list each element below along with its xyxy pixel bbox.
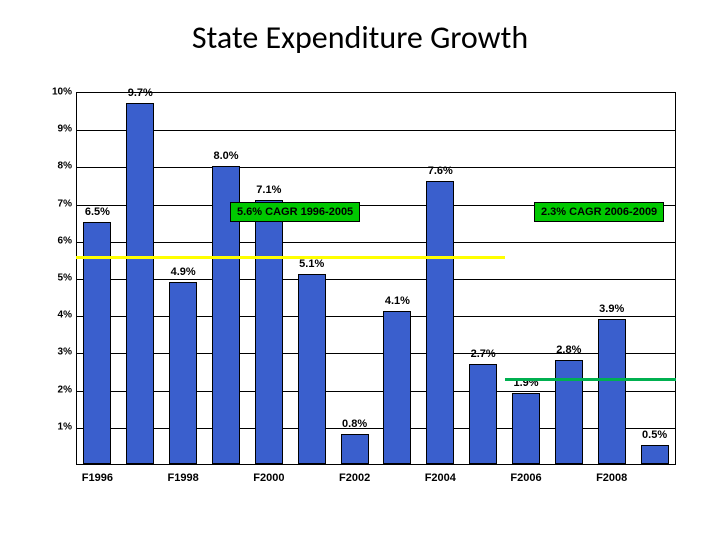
- bar: [341, 434, 369, 464]
- bar: [469, 364, 497, 464]
- bar: [512, 393, 540, 464]
- reference-line: [505, 378, 676, 381]
- reference-line: [76, 256, 505, 259]
- y-axis-label: 9%: [48, 124, 72, 135]
- bar: [255, 200, 283, 464]
- y-axis-label: 10%: [48, 87, 72, 98]
- bar-value-label: 0.5%: [642, 429, 667, 441]
- bar-value-label: 7.6%: [428, 165, 453, 177]
- y-axis-label: 5%: [48, 273, 72, 284]
- bar-value-label: 2.8%: [556, 344, 581, 356]
- bar: [383, 311, 411, 464]
- bar: [169, 282, 197, 464]
- x-axis-label: F1998: [167, 472, 198, 484]
- bar: [555, 360, 583, 464]
- y-axis-label: 2%: [48, 384, 72, 395]
- bar-chart: 10% 9% 8% 7% 6% 5% 4% 3% 2% 1% 6.5%9.7%4…: [48, 92, 678, 500]
- bar: [298, 274, 326, 464]
- cagr-annotation: 5.6% CAGR 1996-2005: [230, 202, 360, 222]
- bar-value-label: 5.1%: [299, 258, 324, 270]
- bar-value-label: 6.5%: [85, 206, 110, 218]
- bar-value-label: 4.1%: [385, 295, 410, 307]
- y-axis-label: 6%: [48, 235, 72, 246]
- bar-value-label: 0.8%: [342, 418, 367, 430]
- x-axis-label: F2008: [596, 472, 627, 484]
- bar-value-label: 3.9%: [599, 303, 624, 315]
- x-axis-label: F2004: [425, 472, 456, 484]
- x-axis-label: F2000: [253, 472, 284, 484]
- bar-value-label: 4.9%: [171, 266, 196, 278]
- bar-value-label: 7.1%: [256, 184, 281, 196]
- chart-title: State Expenditure Growth: [0, 18, 720, 57]
- bar-value-label: 9.7%: [128, 87, 153, 99]
- y-axis-label: 3%: [48, 347, 72, 358]
- bar: [598, 319, 626, 464]
- y-axis-label: 4%: [48, 310, 72, 321]
- bars-container: 6.5%9.7%4.9%8.0%7.1%5.1%0.8%4.1%7.6%2.7%…: [76, 92, 676, 464]
- bar: [426, 181, 454, 464]
- x-axis: [76, 464, 676, 465]
- slide: State Expenditure Growth 10% 9% 8% 7% 6%…: [0, 0, 720, 540]
- bar: [126, 103, 154, 464]
- bar: [641, 445, 669, 464]
- x-axis-label: F1996: [82, 472, 113, 484]
- bar-value-label: 8.0%: [213, 150, 238, 162]
- x-axis-label: F2002: [339, 472, 370, 484]
- y-axis-label: 1%: [48, 421, 72, 432]
- x-axis-label: F2006: [510, 472, 541, 484]
- bar-value-label: 2.7%: [471, 348, 496, 360]
- y-axis-label: 7%: [48, 198, 72, 209]
- y-axis-label: 8%: [48, 161, 72, 172]
- cagr-annotation: 2.3% CAGR 2006-2009: [534, 202, 664, 222]
